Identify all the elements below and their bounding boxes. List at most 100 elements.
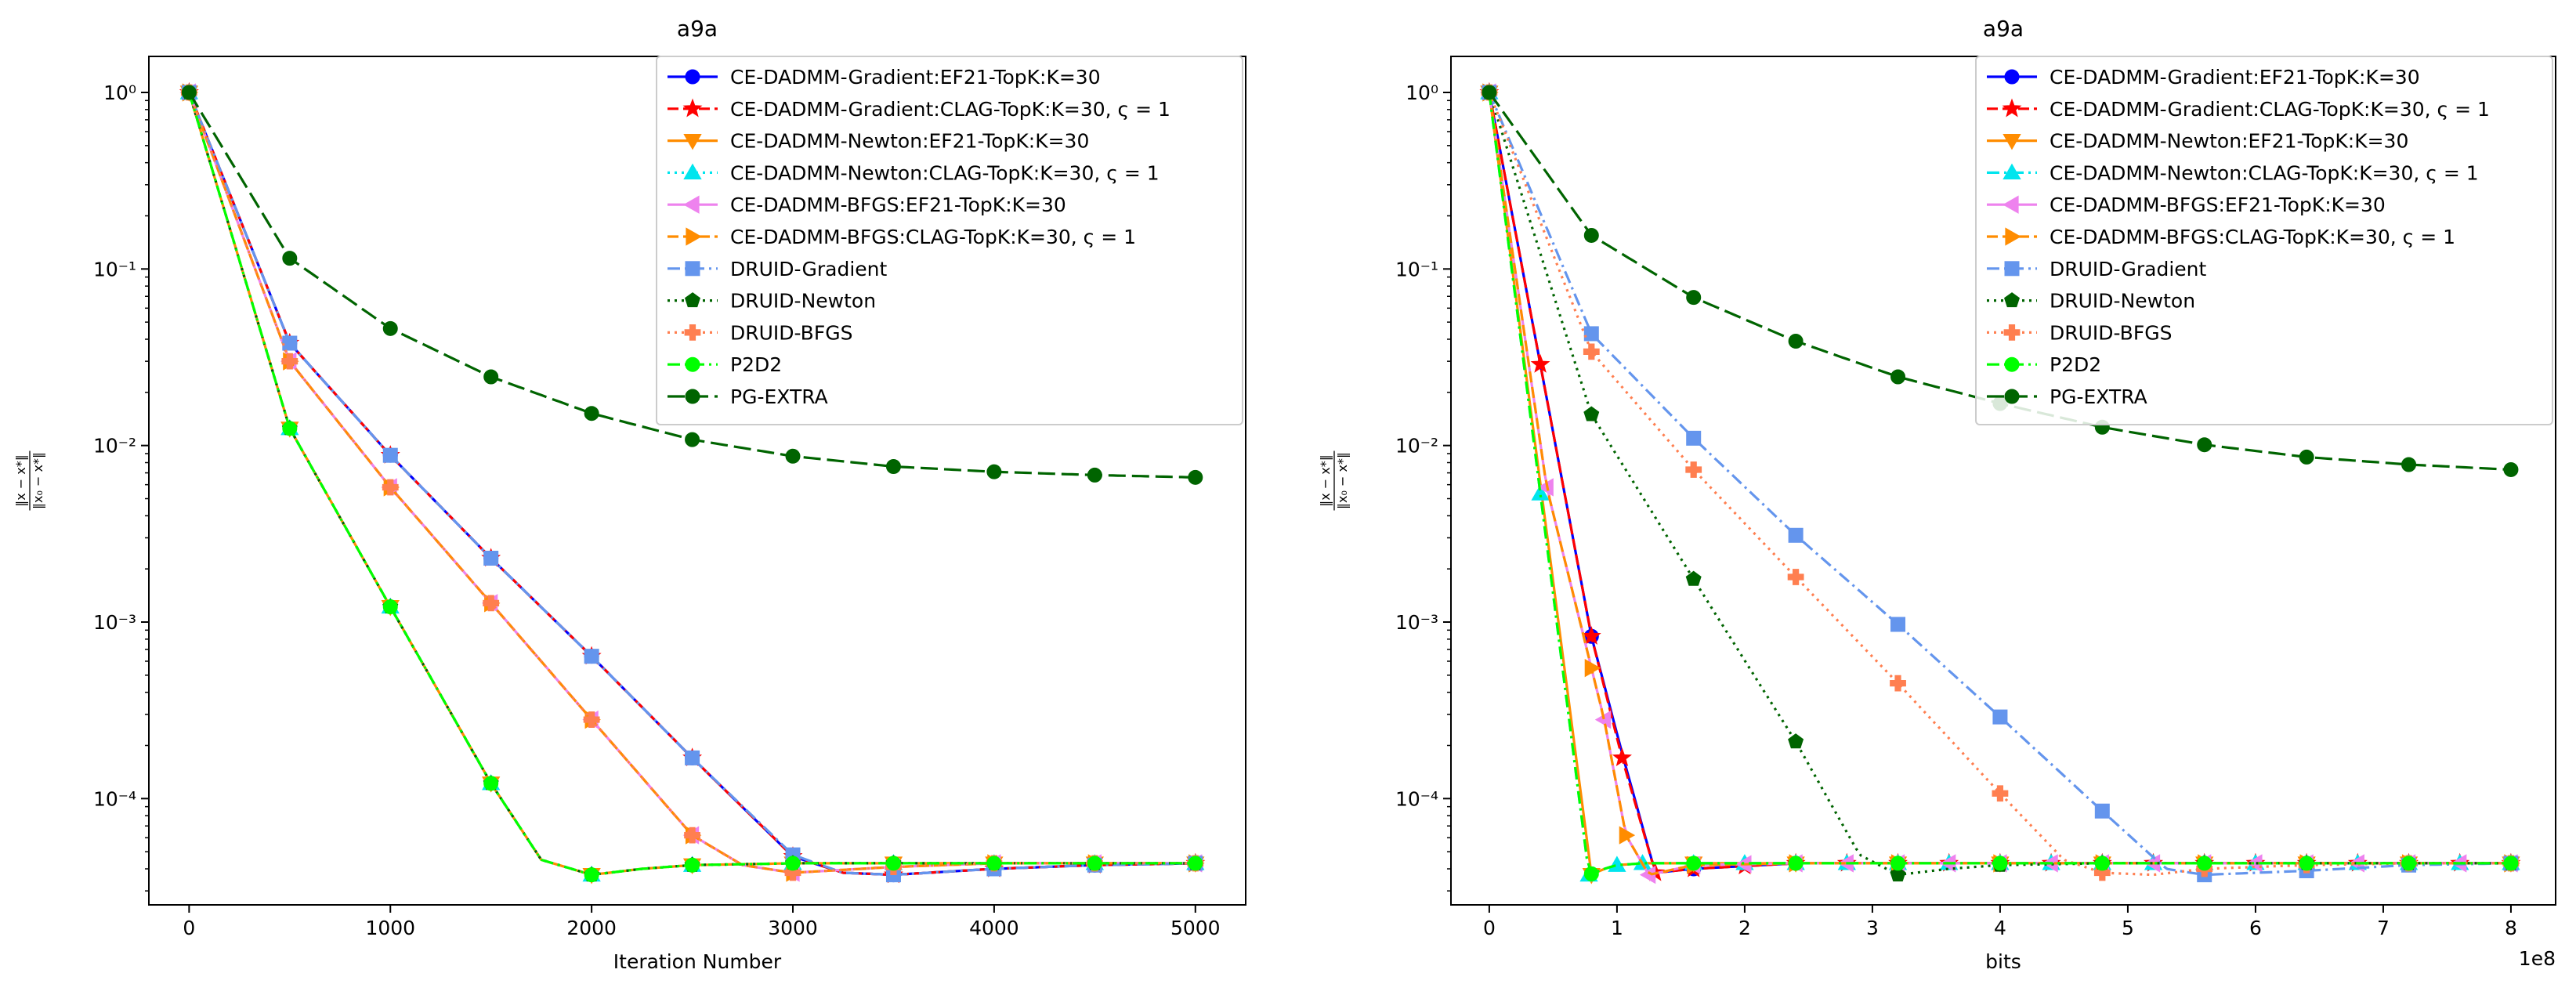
left-chart-panel: a9a ‖x − x*‖ ‖x₀ − x*‖ Iteration Number 0…	[13, 16, 1246, 973]
left-legend-entry: CE-DADMM-BFGS:CLAG-TopK:K=30, ς = 1	[668, 226, 1136, 248]
left-data-point	[483, 550, 499, 566]
left-data-point	[282, 251, 298, 266]
left-legend-marker	[685, 292, 700, 308]
right-legend-label: DRUID-BFGS	[2050, 321, 2172, 344]
left-data-point	[685, 750, 700, 765]
left-data-point	[282, 421, 298, 436]
right-chart-x-offset-text: 1e8	[2519, 947, 2556, 970]
right-legend-marker	[2004, 261, 2020, 277]
left-legend-entry: CE-DADMM-Newton:CLAG-TopK:K=30, ς = 1	[668, 161, 1160, 184]
right-data-point	[1686, 290, 1702, 306]
left-data-point	[685, 857, 700, 873]
right-x-tick-label: 5	[2122, 917, 2134, 939]
left-legend-marker	[685, 356, 700, 372]
left-legend-entry: DRUID-Gradient	[668, 258, 887, 280]
right-data-point	[1788, 733, 1804, 749]
left-y-tick-label: 10⁻³	[93, 611, 136, 634]
right-data-point	[1583, 406, 1600, 421]
left-chart-xlabel: Iteration Number	[613, 950, 782, 973]
right-legend-label: PG-EXTRA	[2050, 385, 2147, 408]
right-ylabel-numerator: ‖x − x*‖	[1318, 454, 1333, 507]
right-legend-marker	[2004, 356, 2020, 372]
right-legend-entry: DRUID-Gradient	[1987, 258, 2206, 280]
left-data-point	[483, 595, 500, 612]
left-chart-title: a9a	[677, 16, 718, 42]
right-legend-entry: CE-DADMM-Newton:CLAG-TopK:K=30, ς = 1	[1987, 161, 2479, 184]
left-legend-marker	[683, 163, 702, 179]
left-legend-entry: DRUID-BFGS	[668, 321, 852, 344]
right-series-line	[1488, 92, 2511, 877]
right-data-point	[2197, 856, 2212, 871]
right-legend-box	[1975, 56, 2553, 425]
left-legend-label: CE-DADMM-Gradient:CLAG-TopK:K=30, ς = 1	[730, 98, 1170, 121]
left-legend-marker	[683, 134, 702, 150]
right-chart-title: a9a	[1983, 16, 2024, 42]
left-chart-ylabel: ‖x − x*‖ ‖x₀ − x*‖	[13, 450, 45, 511]
right-legend-entry: P2D2	[1987, 353, 2101, 376]
right-legend-label: CE-DADMM-Newton:EF21-TopK:K=30	[2050, 130, 2408, 153]
right-chart-ylabel: ‖x − x*‖ ‖x₀ − x*‖	[1318, 450, 1350, 511]
left-ylabel-denominator: ‖x₀ − x*‖	[31, 452, 45, 509]
right-data-point	[1686, 856, 1702, 871]
right-data-point	[1583, 866, 1599, 881]
right-data-point	[1787, 569, 1804, 585]
right-y-tick-label: 10⁻⁴	[1395, 787, 1438, 810]
right-chart-legend: CE-DADMM-Gradient:EF21-TopK:K=30 CE-DADMM…	[1975, 56, 2553, 425]
left-legend-marker	[685, 261, 700, 277]
left-legend-marker	[684, 324, 701, 341]
right-x-tick-label: 8	[2505, 917, 2517, 939]
right-legend-entry: CE-DADMM-Newton:EF21-TopK:K=30	[1987, 130, 2408, 153]
right-data-point	[2503, 461, 2519, 477]
left-legend-marker	[685, 69, 700, 85]
right-data-point	[1992, 785, 2009, 802]
left-y-tick-label: 10⁻²	[93, 435, 136, 458]
right-legend-entry: CE-DADMM-BFGS:CLAG-TopK:K=30, ς = 1	[1987, 226, 2455, 248]
right-legend-marker	[2004, 292, 2020, 308]
left-legend-label: DRUID-Gradient	[730, 258, 887, 280]
left-legend-entry: CE-DADMM-BFGS:EF21-TopK:K=30	[668, 194, 1066, 216]
right-series-line	[1488, 92, 2511, 877]
left-data-point	[584, 649, 599, 664]
left-data-point	[483, 369, 499, 385]
left-data-point	[785, 448, 801, 464]
right-data-point	[1890, 675, 1906, 692]
right-data-point	[1788, 333, 1804, 349]
right-legend-entry: DRUID-BFGS	[1987, 321, 2172, 344]
right-data-point	[2094, 803, 2110, 819]
right-legend-entry: PG-EXTRA	[1987, 385, 2147, 408]
left-data-point	[1188, 856, 1203, 871]
right-data-point	[1890, 856, 1906, 871]
left-legend-label: CE-DADMM-Newton:CLAG-TopK:K=30, ς = 1	[730, 161, 1160, 184]
right-data-point	[1890, 369, 1906, 385]
right-legend-entry: DRUID-Newton	[1987, 290, 2195, 313]
left-legend-label: CE-DADMM-BFGS:CLAG-TopK:K=30, ς = 1	[730, 226, 1136, 248]
right-data-point	[2503, 856, 2519, 871]
right-data-point	[2401, 457, 2417, 472]
left-chart-plot-area: 0 1000 2000 3000 4000 5000 10⁻⁴ 10⁻³ 10⁻² 10⁻¹ 10⁰	[93, 81, 1221, 939]
right-legend-entry: CE-DADMM-BFGS:EF21-TopK:K=30	[1987, 194, 2386, 216]
right-y-tick-label: 10⁻²	[1395, 435, 1438, 458]
right-data-point	[1619, 826, 1636, 845]
left-data-point	[382, 320, 398, 336]
right-legend-label: CE-DADMM-Gradient:EF21-TopK:K=30	[2050, 66, 2420, 89]
left-y-tick-label: 10⁻¹	[93, 258, 136, 280]
right-legend-label: DRUID-Gradient	[2050, 258, 2206, 280]
left-data-point	[584, 867, 599, 883]
right-x-tick-label: 6	[2249, 917, 2262, 939]
right-data-point	[1530, 353, 1550, 373]
left-legend-label: DRUID-Newton	[730, 290, 876, 313]
right-legend-marker	[2003, 195, 2019, 214]
right-data-point	[1992, 856, 2008, 871]
right-x-tick-label: 3	[1866, 917, 1879, 939]
right-data-point	[1584, 659, 1601, 678]
right-legend-label: CE-DADMM-BFGS:EF21-TopK:K=30	[2050, 194, 2386, 216]
right-legend-label: DRUID-Newton	[2050, 290, 2195, 313]
right-data-point	[1890, 866, 1906, 882]
left-legend-entry: P2D2	[668, 353, 782, 376]
left-y-tick-label: 10⁻⁴	[93, 787, 136, 810]
right-data-point	[1685, 461, 1702, 478]
left-legend-label: PG-EXTRA	[730, 385, 828, 408]
left-legend-marker	[683, 195, 700, 214]
left-x-tick-label: 1000	[365, 917, 415, 939]
right-data-point	[1583, 326, 1599, 342]
